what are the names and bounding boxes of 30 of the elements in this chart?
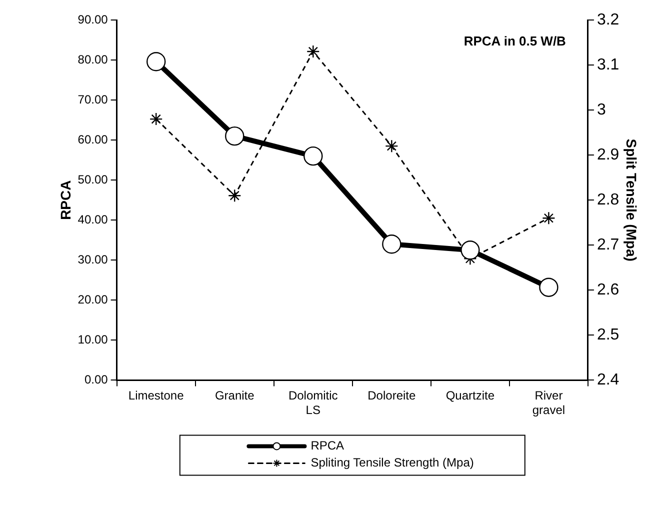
y2-tick-label: 3.2 <box>596 11 620 28</box>
x-tick-label: Quartzite <box>446 388 495 403</box>
x-tick-label: Dolomitic LS <box>288 388 338 418</box>
legend-label: RPCA <box>310 438 344 453</box>
y2-tick-label: 3 <box>596 101 606 118</box>
y-tick-label: 0.00 <box>84 372 108 387</box>
y-axis-title: RPCA <box>57 180 74 220</box>
text: RPCA in 0.5 W/B <box>464 34 566 49</box>
y2-tick-label: 2.5 <box>596 326 620 344</box>
y-tick-label: 10.00 <box>78 332 108 346</box>
y2-tick-label: 2.8 <box>596 192 620 209</box>
legend-label: Spliting Tensile Strength (Mpa) <box>310 456 474 470</box>
y-tick-label: 20.00 <box>78 292 108 306</box>
y-tick-label: 30.00 <box>78 252 108 266</box>
y2-tick-label: 2.7 <box>596 236 620 254</box>
y-tick-label: 90.00 <box>78 12 108 26</box>
y2-axis-title: Split Tensile (Mpa) <box>624 138 640 262</box>
y-tick-label: 80.00 <box>78 52 108 66</box>
y2-tick-label: 2.9 <box>596 146 620 164</box>
y2-tick-label: 2.6 <box>596 282 620 299</box>
x-tick-label: River gravel <box>532 388 566 418</box>
y-tick-label: 60.00 <box>78 132 108 146</box>
x-tick-label: Doloreite <box>368 388 416 403</box>
y2-tick-label: 2.4 <box>596 372 620 389</box>
y2-tick-label: 3.1 <box>596 56 620 74</box>
x-tick-label: Granite <box>214 388 255 403</box>
y-tick-label: 70.00 <box>78 92 108 106</box>
y-tick-label: 40.00 <box>78 212 108 226</box>
x-tick-label: Limestone <box>128 388 184 403</box>
y-tick-label: 50.00 <box>78 172 108 186</box>
